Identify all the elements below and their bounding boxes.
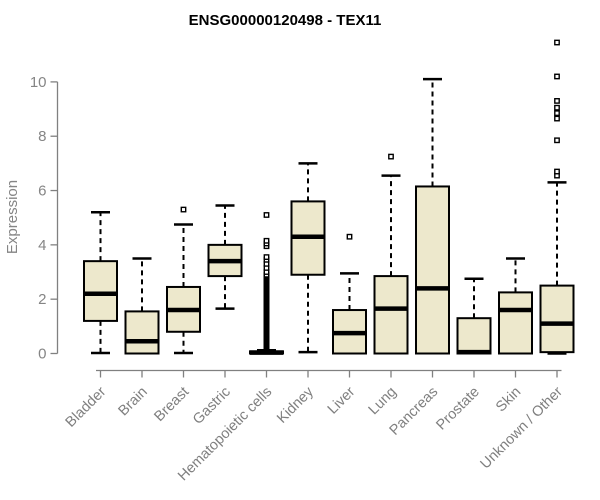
outlier-point — [263, 237, 270, 244]
x-category-label: Prostate — [433, 384, 482, 433]
iqr-box — [83, 260, 118, 322]
box-brain — [124, 257, 160, 355]
outlier-point — [554, 168, 560, 175]
iqr-box — [373, 275, 409, 355]
x-category-label: Skin — [493, 384, 524, 415]
outlier-point — [263, 254, 270, 260]
outlier-point — [554, 110, 560, 117]
outlier-point — [554, 98, 560, 104]
x-category-label: Lung — [366, 384, 400, 418]
outlier-point — [388, 153, 394, 160]
iqr-box — [124, 310, 160, 355]
box-prostate — [456, 277, 492, 355]
box-series — [83, 77, 575, 355]
box-liver — [332, 272, 367, 355]
box-pancreas — [415, 77, 450, 355]
y-tick-label: 8 — [38, 128, 46, 145]
outlier-point — [180, 206, 187, 213]
y-tick-label: 4 — [38, 237, 46, 254]
y-tick-label: 6 — [38, 183, 46, 200]
outlier-point — [263, 212, 270, 218]
outlier-point — [554, 115, 560, 122]
y-tick-label: 2 — [38, 291, 46, 308]
outlier-points — [180, 39, 560, 353]
box-unknown-other — [539, 181, 575, 355]
x-category-label: Liver — [325, 384, 359, 418]
box-kidney — [290, 162, 326, 354]
iqr-box — [415, 185, 450, 355]
outlier-point — [346, 233, 353, 240]
x-category-label: Kidney — [274, 383, 317, 426]
x-category-label: Breast — [151, 384, 192, 425]
outlier-point — [554, 137, 560, 144]
box-skin — [498, 257, 533, 355]
box-bladder — [83, 211, 118, 355]
y-tick-label: 10 — [30, 74, 47, 91]
box-breast — [166, 223, 201, 355]
iqr-box — [498, 291, 533, 355]
y-tick-label: 0 — [38, 346, 46, 363]
y-axis-label: Expression — [4, 180, 21, 254]
box-gastric — [207, 204, 243, 310]
iqr-box — [539, 284, 575, 354]
chart-title: ENSG00000120498 - TEX11 — [189, 12, 382, 29]
x-category-label: Brain — [116, 384, 151, 419]
outlier-point — [554, 39, 560, 46]
outlier-point — [554, 73, 560, 80]
x-category-label: Bladder — [63, 384, 110, 431]
outlier-point — [554, 104, 560, 111]
iqr-box — [456, 317, 492, 355]
box-lung — [373, 174, 409, 355]
